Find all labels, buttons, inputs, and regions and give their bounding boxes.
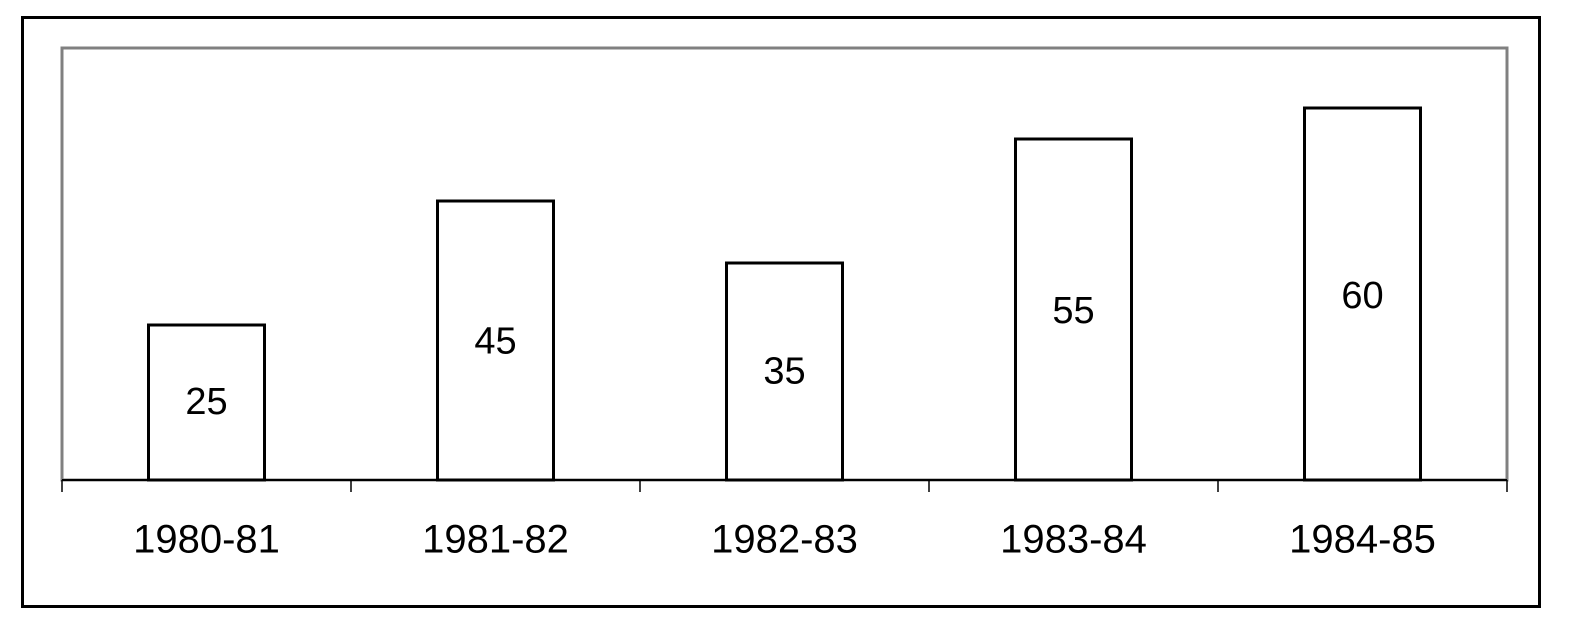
x-axis-ticks — [61, 480, 1508, 492]
data-labels-group: 25 45 35 55 60 — [185, 275, 1383, 423]
bars-group — [147, 106, 1422, 482]
bar-1984-85 — [1303, 106, 1422, 482]
data-label-1982-83: 35 — [763, 351, 805, 393]
bar-1982-83 — [725, 261, 844, 482]
x-tick-label-1982-83: 1982-83 — [711, 518, 858, 562]
x-axis-tick-labels: 1980-81 1981-82 1982-83 1983-84 1984-85 — [133, 518, 1436, 562]
bar-1981-82 — [436, 199, 555, 482]
data-label-1984-85: 60 — [1341, 275, 1383, 317]
data-label-1981-82: 45 — [474, 320, 516, 362]
x-tick-label-1981-82: 1981-82 — [422, 518, 569, 562]
x-tick-label-1983-84: 1983-84 — [1000, 518, 1147, 562]
bar-1980-81 — [147, 323, 266, 482]
x-tick-label-1984-85: 1984-85 — [1289, 518, 1436, 562]
x-tick-label-1980-81: 1980-81 — [133, 518, 280, 562]
data-label-1983-84: 55 — [1052, 290, 1094, 332]
data-label-1980-81: 25 — [185, 381, 227, 423]
